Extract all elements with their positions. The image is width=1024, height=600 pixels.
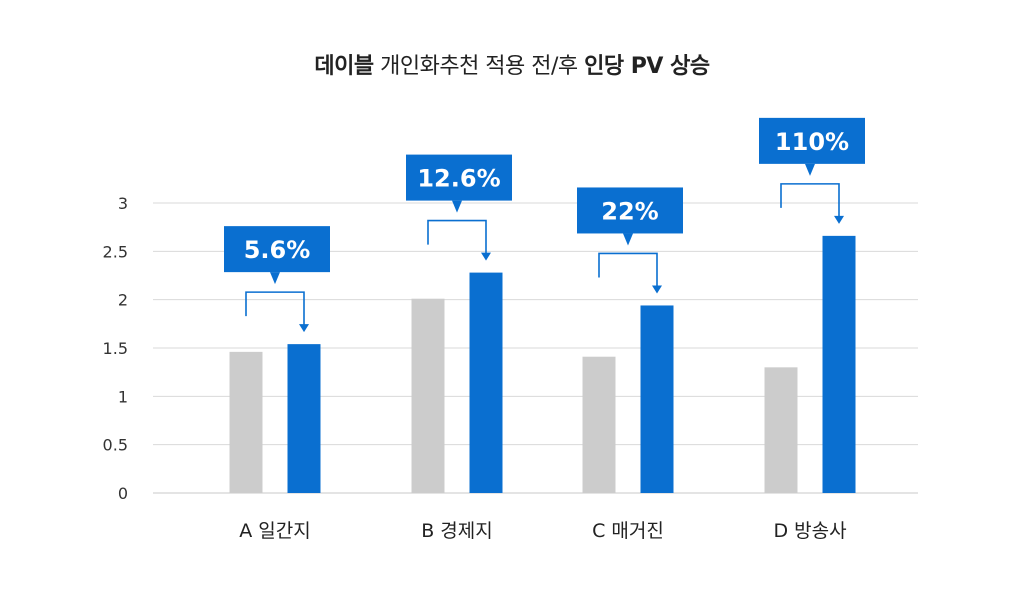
- callout-pointer-icon: [270, 272, 280, 285]
- bar-after: [287, 344, 321, 493]
- bar-before: [411, 298, 445, 493]
- arrow-head-icon: [652, 285, 662, 294]
- change-arrow-line: [245, 291, 305, 327]
- change-arrow-line: [780, 183, 840, 218]
- callout-pointer-icon: [623, 233, 633, 246]
- bar-before: [229, 351, 263, 493]
- y-tick-label: 3: [118, 194, 128, 213]
- category-label: C 매거진: [592, 520, 664, 542]
- bar-after: [640, 305, 674, 493]
- y-tick-label: 0: [118, 484, 128, 503]
- callout-label: 5.6%: [244, 236, 311, 264]
- y-tick-label: 0.5: [103, 436, 128, 455]
- bar-after: [469, 272, 503, 493]
- bar-before: [764, 367, 798, 493]
- change-arrow-line: [598, 252, 658, 288]
- arrow-head-icon: [481, 252, 491, 261]
- callout-box: [577, 187, 683, 234]
- change-arrow-line: [427, 219, 487, 255]
- arrow-head-icon: [834, 215, 844, 224]
- title-brand: 데이블: [314, 54, 374, 79]
- callout-pointer-icon: [452, 200, 462, 213]
- callout-label: 22%: [601, 197, 658, 225]
- callout-box: [224, 226, 330, 273]
- y-tick-label: 2: [118, 291, 128, 310]
- category-label: B 경제지: [421, 520, 493, 542]
- y-tick-label: 2.5: [103, 242, 128, 261]
- bar-after: [822, 235, 856, 493]
- callout-pointer-icon: [805, 163, 815, 176]
- category-label: D 방송사: [773, 520, 846, 542]
- title-metric: 인당 PV 상승: [584, 54, 710, 79]
- title-middle: 개인화추천 적용 전/후: [373, 54, 585, 79]
- category-label: A 일간지: [239, 520, 310, 542]
- y-tick-label: 1.5: [103, 339, 128, 358]
- callout-label: 110%: [775, 128, 849, 156]
- chart-title: 데이블 개인화추천 적용 전/후 인당 PV 상승: [0, 48, 1024, 80]
- callout-label: 12.6%: [417, 165, 500, 193]
- bar-before: [582, 356, 616, 493]
- arrow-head-icon: [299, 324, 309, 333]
- callout-box: [759, 117, 865, 164]
- callout-box: [406, 154, 512, 201]
- y-tick-label: 1: [118, 387, 128, 406]
